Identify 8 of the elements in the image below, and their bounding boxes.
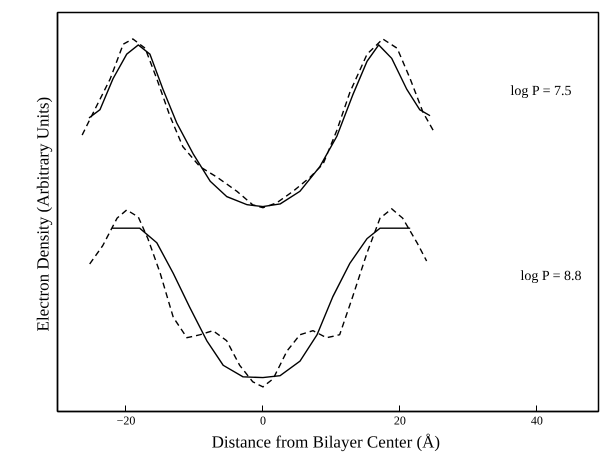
x-tick-label: 0 [260, 414, 266, 428]
annotation: log P = 7.5 [510, 84, 572, 99]
x-tick-label: −20 [116, 414, 136, 428]
annotation: log P = 8.8 [520, 269, 582, 284]
y-axis-title: Electron Density (Arbitrary Units) [34, 96, 52, 332]
x-axis-title: Distance from Bilayer Center (Å) [212, 432, 440, 452]
x-tick-label: 20 [394, 414, 406, 428]
x-tick-label: 40 [530, 414, 543, 428]
